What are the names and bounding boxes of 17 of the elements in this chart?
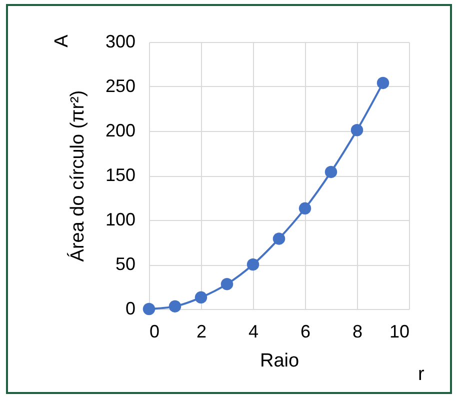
y-tick-label: 250 bbox=[105, 76, 136, 96]
x-tick-label: 2 bbox=[196, 322, 207, 342]
y-tick-label: 150 bbox=[105, 165, 136, 185]
y-tick-label: 0 bbox=[125, 298, 136, 318]
text: r bbox=[418, 364, 424, 386]
y-axis-title: Área do círculo (πr²) bbox=[66, 90, 88, 262]
x-tick-label: 10 bbox=[389, 322, 410, 342]
x-axis-title: Raio bbox=[260, 350, 300, 372]
y-tick-label: 50 bbox=[115, 254, 136, 274]
y-tick-label: 200 bbox=[105, 120, 136, 140]
x-tick-label: 4 bbox=[248, 322, 259, 342]
x-tick-label: 6 bbox=[300, 322, 311, 342]
y-tick-label: 100 bbox=[105, 210, 136, 230]
y-tick-label: 300 bbox=[105, 32, 136, 52]
text: A bbox=[51, 34, 74, 48]
x-tick-label: 0 bbox=[150, 322, 160, 342]
x-tick-label: 8 bbox=[352, 322, 363, 342]
